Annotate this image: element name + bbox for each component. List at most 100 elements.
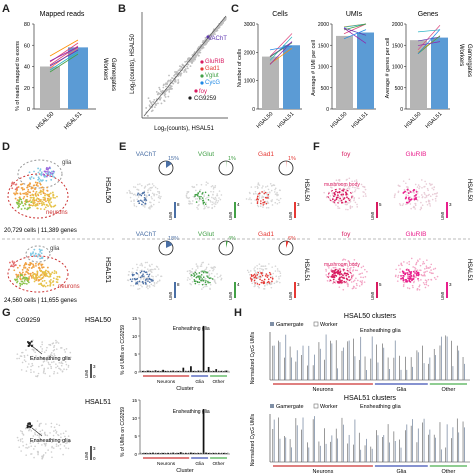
panel-g-bg-point xyxy=(51,456,53,459)
panel-e-bg-point xyxy=(147,189,149,191)
panel-g-bg-point xyxy=(53,430,55,432)
panel-f-bg-point xyxy=(360,183,363,186)
panel-f-bg-point xyxy=(352,274,355,277)
panel-f-bg-point xyxy=(346,187,349,190)
panel-d-neuron-point xyxy=(56,195,58,198)
panel-f-bg-point xyxy=(426,203,429,206)
panel-f-expr-point xyxy=(333,192,336,195)
panel-b-point xyxy=(169,80,172,83)
panel-e-row1-label: HSAL50 xyxy=(303,179,309,202)
panel-e-expr-point xyxy=(144,279,147,281)
panel-g-group-label: Glia xyxy=(195,461,204,467)
panel-f-bg-point xyxy=(354,189,357,191)
panel-g-ytick-label: 10 xyxy=(132,334,138,339)
panel-c-ytick-label: 1500 xyxy=(392,43,403,49)
panel-c-pair-line xyxy=(343,27,367,44)
panel-f-bg-point xyxy=(360,266,363,269)
panel-b-point xyxy=(168,88,171,91)
panel-g-bg-point xyxy=(20,369,23,371)
panel-d-neuron-point xyxy=(29,273,32,275)
panel-e-bg-point xyxy=(274,201,277,204)
panel-e-bg-point xyxy=(273,191,276,193)
panel-d-neuron-point xyxy=(41,200,44,203)
panel-f-bg-point xyxy=(349,185,351,188)
panel-d-glia-point xyxy=(28,171,31,174)
panel-g-bg-point xyxy=(30,445,33,447)
panel-g-bar xyxy=(142,453,144,454)
panel-f-bg-point xyxy=(341,265,344,268)
panel-g-bg-point xyxy=(17,439,20,442)
panel-e-bg-point xyxy=(151,205,153,208)
panel-e-bg-point xyxy=(144,185,147,188)
panel-d-neuron-point xyxy=(26,193,29,195)
panel-f-bg-point xyxy=(333,184,336,187)
panel-e-expr-point xyxy=(257,271,260,274)
panel-g-bg-point xyxy=(69,356,72,359)
panel-f-bg-point xyxy=(419,258,421,260)
panel-f-expr-point xyxy=(405,196,408,199)
panel-d-row1-points xyxy=(11,166,58,211)
panel-d-glia-point xyxy=(38,253,41,256)
panel-f-bg-point xyxy=(326,195,328,198)
panel-g-bg-point xyxy=(42,454,45,456)
panel-d-glia-point xyxy=(43,176,46,178)
panel-d-neuron-point xyxy=(30,201,33,204)
panel-d-neuron-point xyxy=(49,284,52,287)
panel-e-expr-point xyxy=(261,272,263,274)
panel-e-expr-point xyxy=(252,275,254,277)
panel-d-neuron-point xyxy=(44,206,47,209)
panel-e-bg-point xyxy=(152,284,154,287)
panel-e-bg-point xyxy=(203,194,205,196)
panel-d-neuron-point xyxy=(20,208,23,210)
panel-e-bg-point xyxy=(220,278,222,281)
panel-d-neuron-point xyxy=(40,282,42,285)
panel-a-title: Mapped reads xyxy=(40,11,85,18)
panel-f-bg-point xyxy=(421,204,424,207)
panel-g-bg-point xyxy=(52,361,55,363)
panel-g-bg-point xyxy=(56,365,59,367)
panel-e-bg-point xyxy=(278,270,281,273)
panel-e-bg-point xyxy=(138,287,141,290)
panel-g-bg-point xyxy=(16,357,18,360)
panel-d-neuron-point xyxy=(30,267,33,269)
panel-f-expr-point xyxy=(412,270,415,273)
panel-e-bg-point xyxy=(186,270,189,273)
panel-d-glia-point xyxy=(49,173,52,176)
panel-b-point xyxy=(194,58,196,61)
panel-e-bg-point xyxy=(205,205,208,207)
panel-g-ytick-label: 5 xyxy=(134,434,137,439)
panel-g-bg-point xyxy=(34,351,37,354)
panel-e-bg-point xyxy=(152,275,154,278)
panel-f-bg-point xyxy=(428,267,430,269)
panel-f-bg-point xyxy=(416,289,419,291)
panel-e-bg-point xyxy=(202,261,205,264)
panel-d-neuron-point xyxy=(52,194,54,197)
panel-d-glia-point xyxy=(51,172,54,175)
panel-g-bg-point xyxy=(55,348,58,350)
panel-e-expr-point xyxy=(256,201,259,203)
panel-f-bg-point xyxy=(337,199,340,202)
panel-e-expr-point xyxy=(265,202,268,205)
panel-g-bar xyxy=(187,453,190,454)
panel-e-expr-point xyxy=(198,196,201,198)
panel-e-bg-point xyxy=(254,190,257,193)
panel-e-bg-point xyxy=(213,279,216,281)
panel-d-neuron-point xyxy=(46,186,48,189)
panel-f-bg-point xyxy=(357,187,360,190)
panel-d-neuron-point xyxy=(45,272,48,275)
panel-e-bg-point xyxy=(257,182,260,184)
panel-e-bg-point xyxy=(150,275,153,277)
panel-d-neuron-point xyxy=(58,275,61,278)
panel-c-ytick-label: 1000 xyxy=(392,65,403,71)
panel-e-expr-point xyxy=(142,201,145,204)
panel-f-expr-point xyxy=(345,274,348,277)
panel-e-bg-point xyxy=(274,188,276,191)
panel-g-bg-point xyxy=(60,369,62,371)
panel-e-bg-point xyxy=(127,274,130,276)
panel-e-bg-point xyxy=(271,266,273,268)
panel-f-expr-point xyxy=(340,273,343,275)
panel-e-bg-point xyxy=(191,185,194,188)
panel-e-expr-point xyxy=(147,280,149,282)
panel-g-bg-point xyxy=(33,371,35,373)
panel-b-gene-vglut: Vglut xyxy=(205,73,219,79)
